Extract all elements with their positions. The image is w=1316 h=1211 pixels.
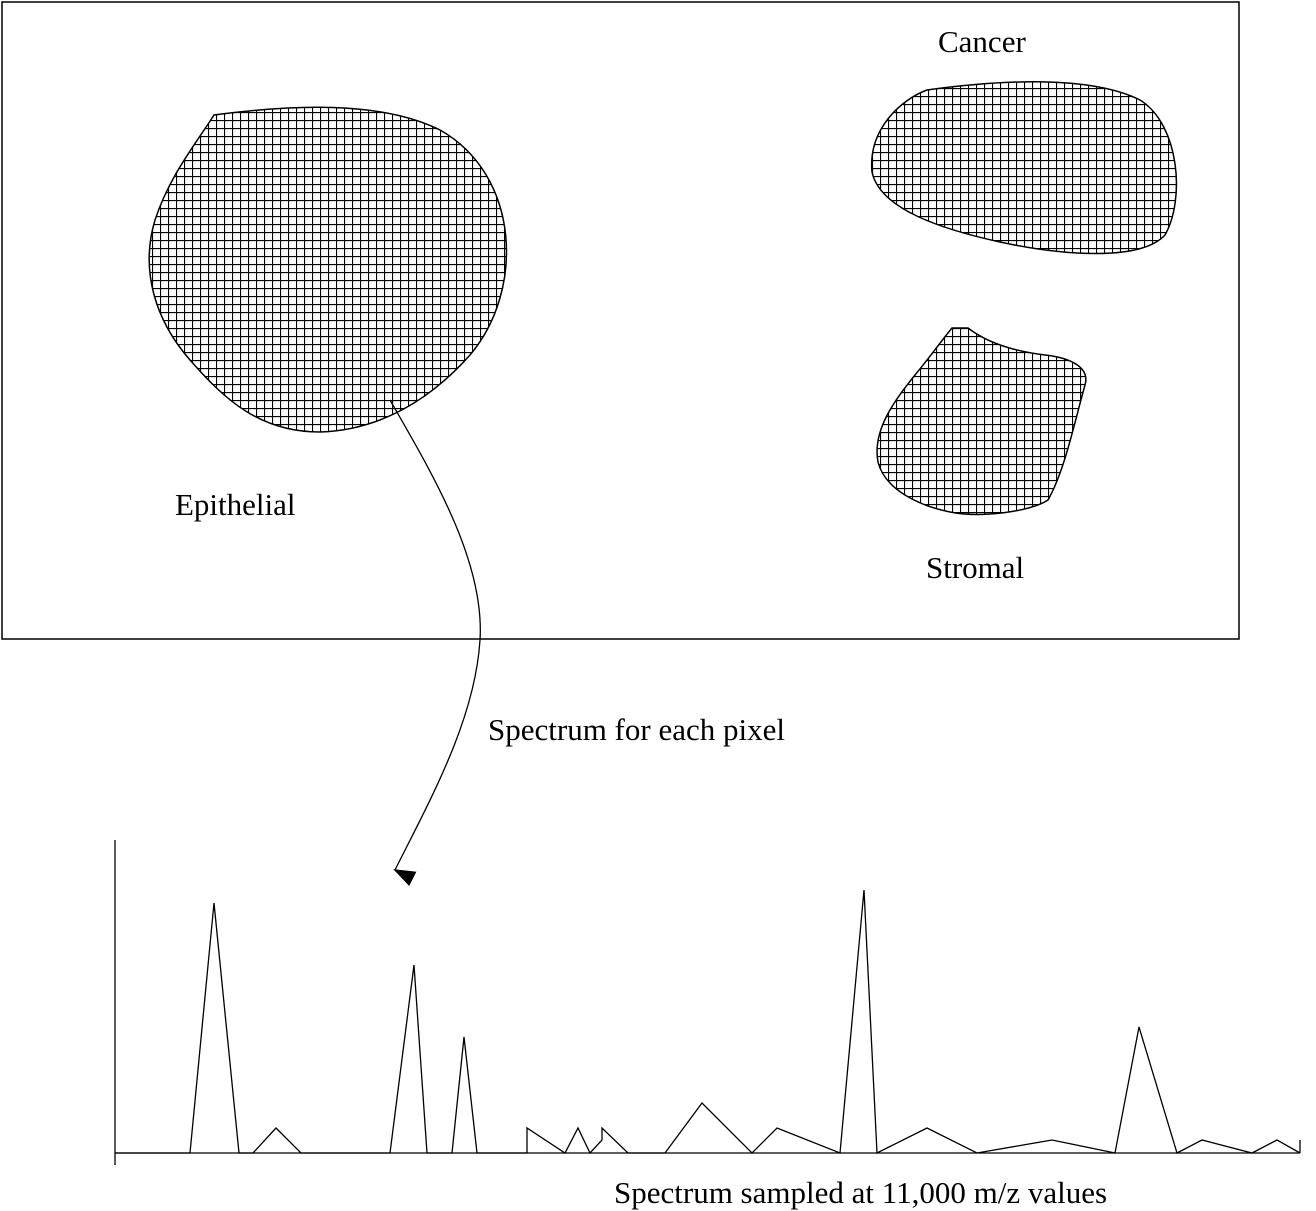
- arrow-caption: Spectrum for each pixel: [488, 712, 785, 747]
- cancer-region: [871, 81, 1178, 255]
- epithelial-region: [148, 106, 508, 433]
- pixel-to-spectrum-arrow: [389, 399, 481, 887]
- tissue-frame: [1, 1, 1240, 640]
- epithelial-label: Epithelial: [175, 487, 296, 522]
- spectrum-caption: Spectrum sampled at 11,000 m/z values: [614, 1175, 1107, 1210]
- spectrum-trace: [115, 889, 1301, 1155]
- stromal-label: Stromal: [926, 550, 1024, 585]
- cancer-label: Cancer: [938, 24, 1026, 59]
- stromal-region: [876, 327, 1087, 516]
